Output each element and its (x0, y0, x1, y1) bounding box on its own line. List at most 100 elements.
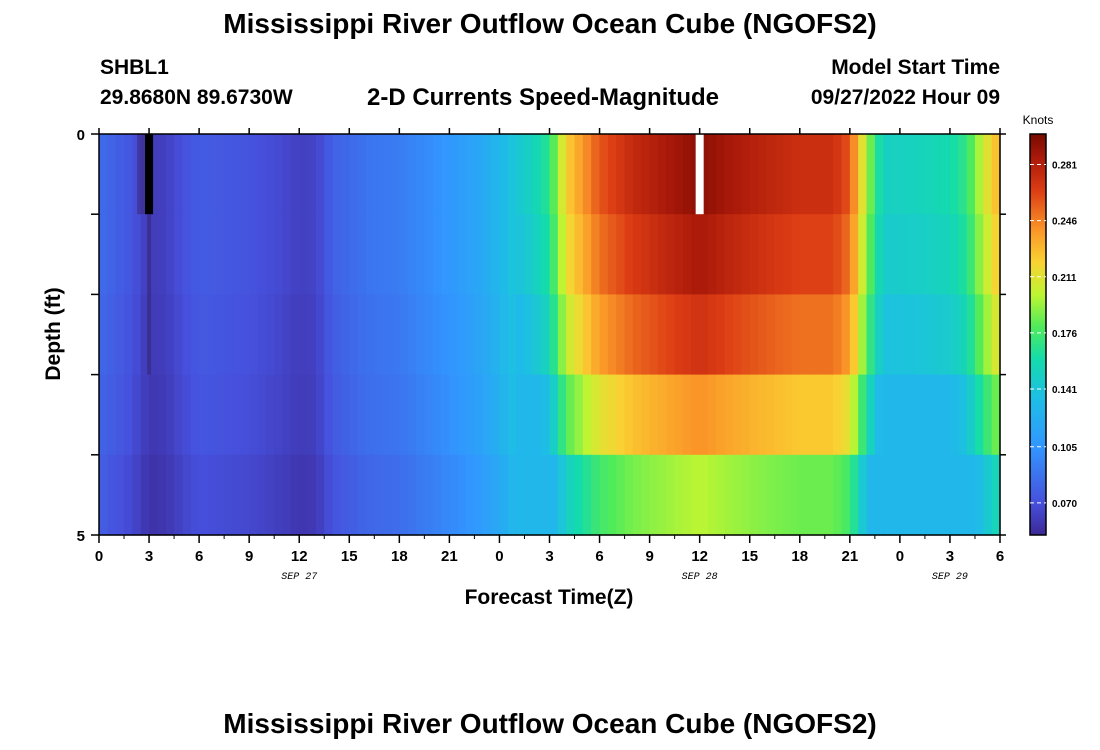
heatmap-cell (599, 374, 609, 456)
heatmap-cell (657, 374, 667, 456)
heatmap-cell (257, 134, 267, 215)
heatmap-cell (733, 374, 742, 456)
heatmap-cell (682, 454, 692, 536)
x-tick-label: 9 (245, 548, 253, 565)
heatmap-cell (933, 454, 943, 536)
x-tick-label: 6 (195, 548, 203, 565)
heatmap-cell (874, 294, 884, 376)
y-tick-label: 5 (77, 528, 85, 545)
heatmap-cell (799, 134, 809, 215)
heatmap-cell (115, 214, 125, 295)
heatmap-cell (441, 134, 450, 215)
heatmap-cell (716, 214, 726, 295)
heatmap-cell (783, 294, 793, 376)
heatmap-cell (666, 214, 676, 295)
colorbar-tick-label: 0.070 (1052, 499, 1077, 510)
heatmap-cell (966, 374, 976, 456)
heatmap-cell (549, 294, 559, 376)
heatmap-cell (441, 294, 450, 376)
heatmap-cell (632, 374, 642, 456)
heatmap-cell (883, 134, 893, 215)
station-name: SHBL1 (100, 56, 169, 79)
heatmap-cell (340, 454, 350, 536)
heatmap-cell (833, 294, 843, 376)
heatmap-cell (349, 214, 359, 295)
heatmap-cell (699, 374, 709, 456)
heatmap-cell (432, 134, 442, 215)
heatmap-cell (265, 134, 275, 215)
heatmap-cell (891, 214, 901, 295)
heatmap-cell (165, 134, 175, 215)
heatmap-cell (958, 294, 968, 376)
x-tick-label: 6 (595, 548, 603, 565)
heatmap-cell (349, 294, 359, 376)
heatmap-cell (816, 214, 826, 295)
heatmap-cell (766, 294, 776, 376)
heatmap-cell (574, 454, 584, 536)
heatmap-cell (657, 134, 667, 215)
heatmap-cell (349, 374, 359, 456)
heatmap-cell (482, 374, 492, 456)
heatmap-cell (599, 454, 609, 536)
date-label: SEP 29 (932, 572, 968, 583)
heatmap-cell (541, 454, 551, 536)
heatmap-cell (666, 454, 676, 536)
heatmap-cell (182, 454, 192, 536)
heatmap-cell (841, 214, 851, 295)
heatmap-cell (682, 214, 692, 295)
heatmap-cell (674, 134, 684, 215)
heatmap-cell (866, 294, 876, 376)
heatmap-cell (157, 134, 167, 215)
heatmap-cell (99, 134, 108, 215)
heatmap-cell (382, 454, 392, 536)
heatmap-cell (399, 294, 409, 376)
heatmap-cell (99, 214, 108, 295)
x-tick-label: 12 (691, 548, 708, 565)
heatmap-cell (858, 134, 868, 215)
heatmap-cell (449, 374, 459, 456)
heatmap-cell (599, 214, 609, 295)
heatmap-cell (190, 294, 200, 376)
heatmap-cell (416, 294, 425, 376)
heatmap-cell (674, 294, 684, 376)
heatmap-cell (115, 374, 125, 456)
heatmap-cell (866, 374, 876, 456)
heatmap-cell (399, 454, 409, 536)
heatmap-cell (224, 214, 234, 295)
heatmap-cell (374, 374, 384, 456)
heatmap-cell (916, 454, 926, 536)
heatmap-cell (724, 374, 734, 456)
heatmap-cell (224, 294, 234, 376)
heatmap-cell (974, 294, 984, 376)
heatmap-cell (215, 454, 225, 536)
heatmap-cell (674, 454, 684, 536)
heatmap-cell (399, 374, 409, 456)
heatmap-cell (799, 454, 809, 536)
x-tick-label: 3 (545, 548, 553, 565)
heatmap-cell (491, 374, 501, 456)
heatmap-cell (107, 454, 117, 536)
marker-black-top (145, 134, 154, 215)
heatmap-cell (699, 294, 709, 376)
heatmap-cell (566, 214, 576, 295)
heatmap-cell (983, 214, 993, 295)
heatmap-cell (432, 294, 442, 376)
heatmap-cell (816, 294, 826, 376)
heatmap-cell (424, 214, 434, 295)
heatmap-cell (340, 214, 350, 295)
heatmap-cell (816, 134, 826, 215)
x-axis-title: Forecast Time(Z) (465, 586, 634, 609)
heatmap-cell (124, 294, 133, 376)
heatmap-cell (974, 374, 984, 456)
heatmap-cell (941, 214, 951, 295)
heatmap-cell (507, 294, 517, 376)
heatmap-cell (482, 294, 492, 376)
heatmap-cell (682, 294, 692, 376)
heatmap-cell (290, 454, 300, 536)
heatmap-cell (482, 134, 492, 215)
x-tick-label: 0 (896, 548, 904, 565)
heatmap-cell (315, 134, 325, 215)
heatmap-cell (849, 294, 859, 376)
heatmap-cell (874, 454, 884, 536)
heatmap-cell (749, 214, 759, 295)
